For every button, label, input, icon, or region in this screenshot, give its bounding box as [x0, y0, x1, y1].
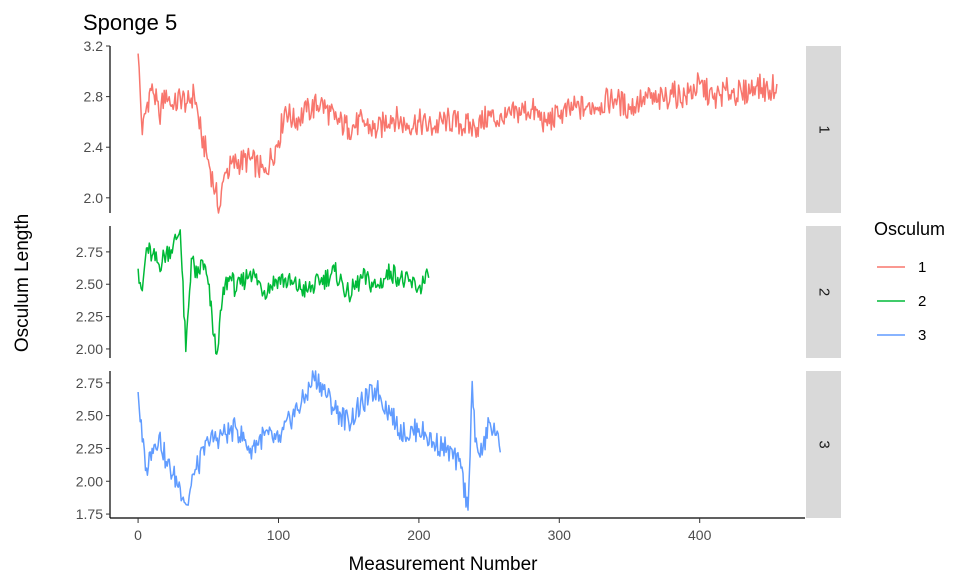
legend-label-3: 3 [918, 327, 926, 344]
legend-title: Osculum [874, 219, 945, 239]
y-tick-label-2-1: 2.25 [76, 309, 103, 325]
y-tick-label-2-3: 2.75 [76, 244, 103, 260]
chart-title: Sponge 5 [83, 10, 177, 35]
facet-1: 2.0 2.4 2.8 3.2 1 [84, 38, 841, 214]
y-tick-label-3-4: 2.75 [76, 375, 103, 391]
y-tick-label-3-2: 2.25 [76, 440, 103, 456]
facet-3: 1.75 2.00 2.25 2.50 2.75 3 [76, 370, 841, 522]
facet-strip-3 [806, 371, 841, 518]
y-axis-title: Osculum Length [12, 214, 33, 352]
facet-strip-label-2: 2 [816, 288, 833, 296]
facet-strip-label-3: 3 [816, 440, 833, 448]
x-tick-label-1: 100 [267, 527, 291, 543]
x-axis-title: Measurement Number [348, 554, 538, 575]
series-line-2 [137, 229, 430, 355]
x-tick-label-4: 400 [688, 527, 712, 543]
y-tick-label-2-0: 2.00 [76, 341, 103, 357]
facet-strip-2 [806, 226, 841, 358]
y-tick-label-3-0: 1.75 [76, 506, 103, 522]
y-tick-label-1-1: 2.4 [84, 139, 104, 155]
legend-label-1: 1 [918, 259, 926, 276]
y-tick-label-1-2: 2.8 [84, 89, 104, 105]
y-tick-label-3-3: 2.50 [76, 408, 103, 424]
series-line-3 [137, 370, 502, 511]
y-tick-label-3-1: 2.00 [76, 473, 103, 489]
facet-panels: 2.02.42.83.212.002.252.502.7521.752.002.… [76, 38, 841, 522]
legend-label-2: 2 [918, 293, 926, 310]
x-tick-label-3: 300 [548, 527, 572, 543]
y-tick-label-1-0: 2.0 [84, 190, 104, 206]
facet-strip-label-1: 1 [816, 125, 833, 133]
series-line-1 [137, 53, 778, 214]
x-axis-ticks: 0 100 200 300 400 [134, 518, 712, 543]
facet-strip-1 [806, 46, 841, 213]
y-tick-label-2-2: 2.50 [76, 276, 103, 292]
y-tick-label-1-3: 3.2 [84, 38, 104, 54]
x-tick-label-2: 200 [407, 527, 431, 543]
legend: Osculum 1 2 3 [874, 219, 945, 344]
facet-2: 2.00 2.25 2.50 2.75 2 [76, 226, 841, 358]
x-tick-label-0: 0 [134, 527, 142, 543]
